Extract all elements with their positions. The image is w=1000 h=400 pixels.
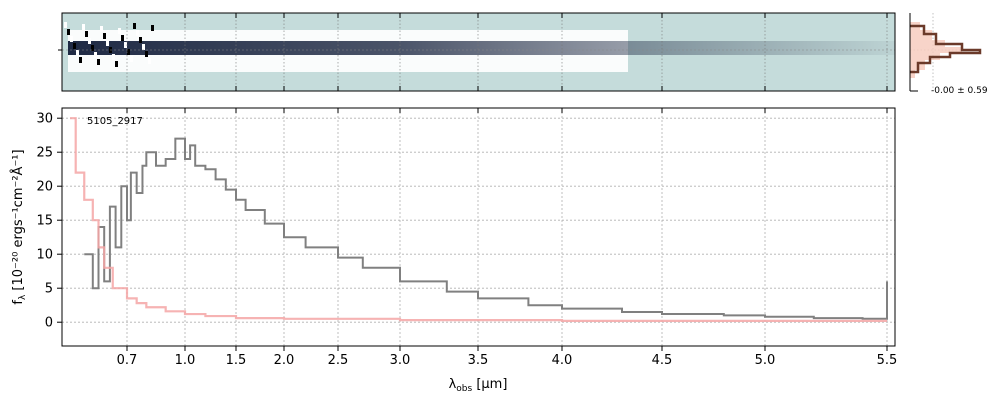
noise-pixel — [64, 22, 67, 28]
noise-pixel — [82, 24, 85, 30]
x-tick-label: 5.0 — [755, 353, 776, 368]
noise-pixel — [103, 33, 106, 39]
noise-pixel — [133, 23, 136, 29]
spectrum-2d-trace — [62, 22, 895, 72]
noise-pixel — [118, 28, 121, 34]
noise-pixel — [106, 40, 109, 46]
noise-pixel — [127, 49, 130, 55]
y-tick-label: 25 — [36, 146, 53, 161]
noise-pixel — [100, 26, 103, 32]
series-group — [70, 117, 888, 322]
x-tick-label: 5.5 — [877, 353, 898, 368]
noise-pixel — [76, 50, 79, 56]
x-tick-label: 2.5 — [328, 353, 349, 368]
x-axis-label: λobs [μm] — [449, 377, 508, 394]
noise-pixel — [112, 54, 115, 60]
x-tick-label: 2.0 — [274, 353, 295, 368]
spectrum-2d-panel — [58, 12, 896, 92]
profile-label: -0.00 ± 0.59 — [931, 86, 988, 96]
x-tick-label: 4.5 — [652, 353, 673, 368]
noise-pixel — [79, 57, 82, 63]
x-tick-label: 0.7 — [117, 353, 138, 368]
noise-pixel — [94, 52, 97, 58]
noise-pixel — [70, 36, 73, 42]
spectrum-2d-ticks — [58, 13, 888, 91]
noise-pixel — [85, 31, 88, 37]
trace-core — [68, 41, 895, 55]
y-tick-label: 10 — [36, 248, 53, 263]
noise-pixel — [121, 35, 124, 41]
spectrum-1d-panel: 0.7 1.0 1.5 2.0 2.5 3.0 3.5 4.0 4.5 5.0 5.5 0 5 10 15… — [36, 107, 898, 368]
noise-pixel — [136, 30, 139, 36]
noise-pixel — [97, 59, 100, 65]
x-tick-label: 4.0 — [552, 353, 573, 368]
noise-pixel — [130, 56, 133, 62]
object-annotation: 5105_2917 — [87, 116, 143, 127]
noise-pixel — [151, 25, 154, 31]
noise-pixel — [139, 37, 142, 43]
y-ticks: 0 5 10 15 20 25 30 — [36, 112, 62, 331]
noise-pixel — [115, 61, 118, 67]
y-tick-label: 30 — [36, 112, 53, 127]
y-tick-label: 0 — [45, 316, 53, 331]
series-line-0 — [84, 137, 888, 320]
noise-pixel — [88, 38, 91, 44]
grid — [62, 108, 895, 346]
x-ticks: 0.7 1.0 1.5 2.0 2.5 3.0 3.5 4.0 4.5 5.0 5.5 — [117, 108, 898, 368]
y-tick-label: 15 — [36, 214, 53, 229]
noise-pixel — [142, 44, 145, 50]
profile-histogram — [910, 13, 982, 91]
y-tick-label: 5 — [45, 282, 53, 297]
noise-pixel — [91, 45, 94, 51]
x-tick-label: 1.0 — [175, 353, 196, 368]
noise-pixel — [145, 51, 148, 57]
noise-pixel — [67, 29, 70, 35]
profile-panel: -0.00 ± 0.59 — [909, 13, 988, 96]
x-tick-label: 1.5 — [226, 353, 247, 368]
x-tick-label: 3.0 — [390, 353, 411, 368]
noise-pixel — [73, 43, 76, 49]
y-tick-label: 20 — [36, 180, 53, 195]
y-axis-label: fλ [10⁻²⁰ ergs⁻¹cm⁻²Å⁻¹] — [10, 149, 28, 304]
x-tick-label: 3.5 — [468, 353, 489, 368]
noise-pixel — [148, 58, 151, 64]
series-line-1 — [70, 117, 887, 322]
noise-pixel — [124, 42, 127, 48]
profile-line — [910, 24, 982, 74]
